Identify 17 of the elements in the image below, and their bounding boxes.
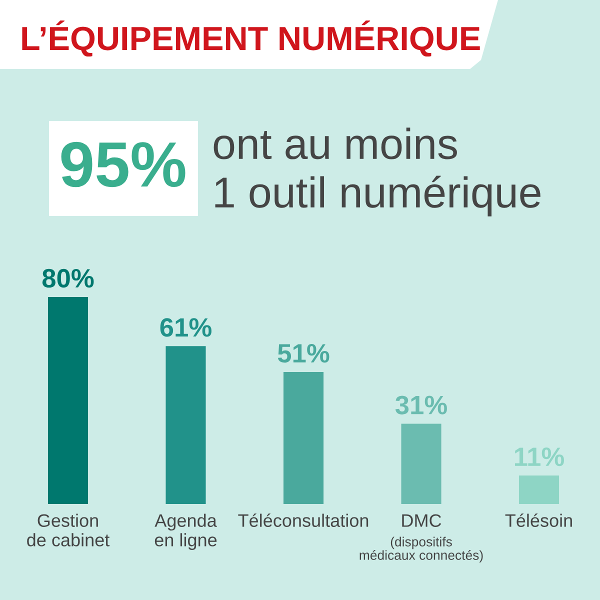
bar xyxy=(283,372,324,504)
text: 95% xyxy=(61,142,186,188)
x-tick-label: Téléconsultation xyxy=(238,514,368,527)
bar xyxy=(401,424,442,504)
data-label: 61% xyxy=(160,318,212,337)
x-tick-label: Agenda en ligne xyxy=(154,514,217,550)
x-tick-label: Télésoin xyxy=(505,514,572,527)
data-label: 31% xyxy=(395,396,447,414)
data-label: 51% xyxy=(278,344,330,363)
bar xyxy=(518,476,560,504)
data-label: 11% xyxy=(514,448,564,466)
data-label: 80% xyxy=(42,268,94,288)
text: ont au moins 1 outil numérique xyxy=(214,128,540,216)
bar xyxy=(48,297,88,504)
chart-title: L’ÉQUIPEMENT NUMÉRIQUE xyxy=(22,20,480,57)
bar xyxy=(166,346,206,504)
x-tick-label: Gestion de cabinet xyxy=(27,514,110,546)
